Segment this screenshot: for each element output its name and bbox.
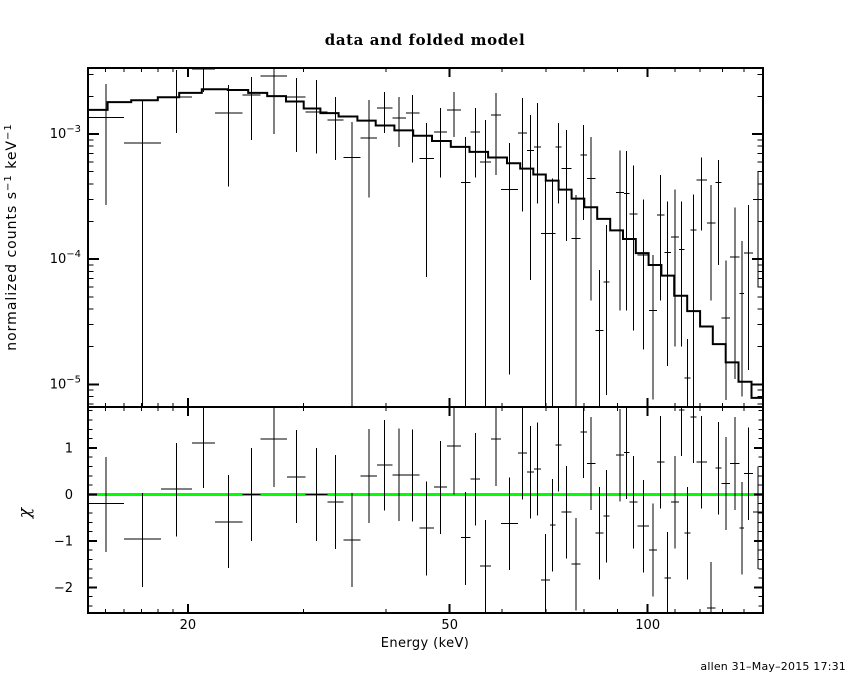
- y-tick-label: 10−4: [50, 249, 81, 267]
- residual-y-tick-label: 1: [65, 441, 73, 456]
- residual-y-axis-label: χ: [15, 507, 36, 519]
- bottom-panel-residuals: [88, 407, 763, 613]
- top-panel-data: [88, 68, 763, 407]
- y-tick-label: 10−3: [50, 124, 81, 142]
- x-tick-label: 20: [180, 618, 197, 633]
- page-title: data and folded model: [324, 31, 526, 49]
- axis-tick-labels: 20 50 100 10−3 10−4 10−5 1 0 −1 −2: [50, 124, 660, 633]
- counts-y-axis-label: normalized counts s−1 keV−1: [3, 123, 20, 351]
- panel-frames: [87, 67, 764, 614]
- x-tick-label: 50: [441, 618, 458, 633]
- bottom-panel-frame: [87, 406, 764, 614]
- timestamp-label: allen 31–May–2015 17:31: [700, 660, 846, 673]
- residual-y-tick-label: 0: [65, 488, 73, 503]
- model-step-line: [88, 88, 763, 399]
- axis-ticks: [88, 68, 763, 613]
- x-tick-label: 100: [635, 618, 660, 633]
- top-panel-frame: [87, 67, 764, 408]
- y-tick-label: 10−5: [50, 374, 81, 392]
- x-axis-label: Energy (keV): [380, 636, 470, 651]
- residual-y-tick-label: −2: [54, 581, 73, 596]
- residual-y-tick-label: −1: [54, 534, 73, 549]
